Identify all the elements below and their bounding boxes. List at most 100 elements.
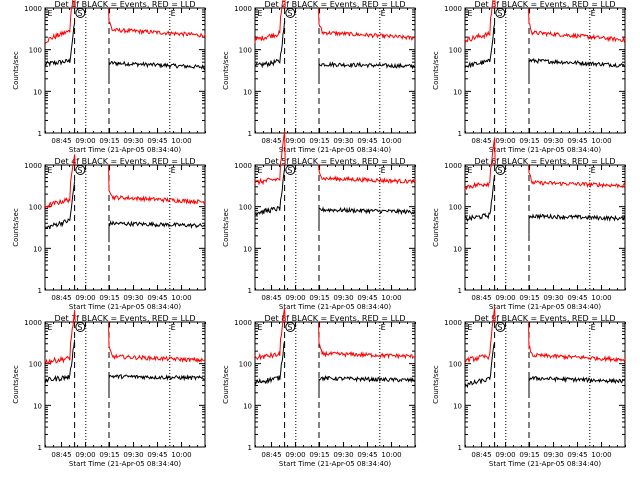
event-marker-S: S	[287, 323, 292, 332]
series-lld-line	[44, 310, 206, 366]
x-axis-label: Start Time (21-Apr-05 08:34:40)	[69, 146, 181, 154]
series-events-line	[44, 339, 206, 396]
x-tick-label: 09:45	[357, 137, 377, 145]
event-marker-E: E	[591, 9, 596, 18]
event-marker-E: E	[381, 166, 386, 175]
panel-title: Det 4f BLACK = Events, RED = LLD	[54, 157, 195, 166]
plot-frame	[44, 164, 206, 291]
x-tick-label: 08:45	[471, 294, 491, 302]
event-marker-E: E	[171, 166, 176, 175]
y-tick-label: 1	[458, 444, 462, 452]
y-tick-label: 1000	[234, 162, 252, 170]
y-tick-label: 1	[248, 287, 252, 295]
x-tick-label: 09:45	[567, 294, 587, 302]
series-events-line	[464, 342, 626, 398]
series-lld-line	[254, 131, 416, 186]
x-tick-label: 09:30	[543, 451, 563, 459]
event-marker-E: E	[171, 323, 176, 332]
x-tick-label: 09:30	[123, 451, 143, 459]
y-tick-label: 1	[458, 287, 462, 295]
series-events-line	[464, 174, 626, 235]
x-axis-label: Start Time (21-Apr-05 08:34:40)	[279, 146, 391, 154]
plot-frame	[44, 7, 206, 134]
x-tick-label: 08:45	[51, 137, 71, 145]
panel-title: Det 1f BLACK = Events, RED = LLD	[54, 0, 195, 9]
panel-7: Det 7f BLACK = Events, RED = LLD 1 10 100 10…	[12, 310, 207, 468]
event-marker-E: E	[591, 166, 596, 175]
event-marker-E: E	[381, 9, 386, 18]
series-lld-line	[44, 154, 206, 209]
series-lld-line	[464, 306, 626, 364]
event-marker-S: S	[497, 323, 502, 332]
y-tick-label: 10	[33, 88, 42, 96]
panel-8: Det 8f BLACK = Events, RED = LLD 1 10 100 10…	[222, 307, 417, 468]
x-tick-label: 10:00	[591, 137, 611, 145]
event-marker-E: E	[47, 166, 52, 175]
x-tick-label: 09:45	[357, 294, 377, 302]
y-axis-label: Counts/sec	[432, 208, 440, 247]
y-tick-label: 100	[29, 47, 42, 55]
x-tick-label: 09:00	[495, 451, 515, 459]
x-tick-label: 08:45	[471, 137, 491, 145]
x-tick-label: 10:00	[171, 294, 191, 302]
series-lld-line	[44, 0, 206, 44]
x-tick-label: 09:30	[333, 137, 353, 145]
series-events-line	[254, 168, 416, 229]
x-tick-label: 09:00	[495, 294, 515, 302]
y-tick-label: 1	[38, 444, 42, 452]
x-axis-label: Start Time (21-Apr-05 08:34:40)	[489, 460, 601, 468]
event-marker-E: E	[47, 9, 52, 18]
x-tick-label: 09:45	[147, 137, 167, 145]
panel-title: Det 7f BLACK = Events, RED = LLD	[54, 314, 195, 323]
saa-marker-circle	[495, 165, 506, 175]
panel-6: Det 6f BLACK = Events, RED = LLD 1 10 100 10…	[432, 137, 627, 311]
x-tick-label: 09:00	[285, 451, 305, 459]
panel-title: Det 2f BLACK = Events, RED = LLD	[264, 0, 405, 9]
x-tick-label: 09:00	[75, 294, 95, 302]
event-marker-E: E	[381, 323, 386, 332]
y-axis-label: Counts/sec	[222, 51, 230, 90]
event-marker-S: S	[287, 166, 292, 175]
y-tick-label: 1	[458, 130, 462, 138]
x-tick-label: 09:00	[75, 137, 95, 145]
event-marker-E: E	[467, 323, 472, 332]
x-tick-label: 09:45	[357, 451, 377, 459]
panel-4: Det 4f BLACK = Events, RED = LLD 1 10 100 10…	[12, 154, 207, 311]
x-tick-label: 09:15	[99, 137, 119, 145]
x-tick-label: 09:30	[543, 294, 563, 302]
panel-title: Det 9f BLACK = Events, RED = LLD	[474, 314, 615, 323]
event-marker-E: E	[467, 9, 472, 18]
y-axis-label: Counts/sec	[432, 365, 440, 404]
x-tick-label: 09:15	[309, 294, 329, 302]
y-tick-label: 10	[33, 402, 42, 410]
x-tick-label: 09:00	[285, 137, 305, 145]
x-tick-label: 08:45	[261, 294, 281, 302]
x-tick-label: 09:30	[543, 137, 563, 145]
y-tick-label: 10	[453, 245, 462, 253]
saa-marker-circle	[495, 322, 506, 332]
saa-marker-circle	[285, 8, 296, 18]
panel-9: Det 9f BLACK = Events, RED = LLD 1 10 100 10…	[432, 306, 627, 468]
x-tick-label: 09:45	[147, 451, 167, 459]
y-tick-label: 1000	[234, 319, 252, 327]
panel-2: Det 2f BLACK = Events, RED = LLD 1 10 100 10…	[222, 0, 417, 154]
y-tick-label: 10	[243, 88, 252, 96]
x-tick-label: 10:00	[171, 451, 191, 459]
x-tick-label: 10:00	[381, 294, 401, 302]
panel-3: Det 3f BLACK = Events, RED = LLD 1 10 100 10…	[432, 0, 627, 154]
event-marker-E: E	[257, 9, 262, 18]
y-tick-label: 10	[453, 88, 462, 96]
event-marker-S: S	[287, 9, 292, 18]
x-axis-label: Start Time (21-Apr-05 08:34:40)	[489, 303, 601, 311]
event-marker-S: S	[497, 166, 502, 175]
x-tick-label: 09:15	[519, 451, 539, 459]
y-tick-label: 100	[29, 204, 42, 212]
y-tick-label: 100	[239, 47, 252, 55]
x-tick-label: 09:00	[75, 451, 95, 459]
y-tick-label: 1000	[444, 5, 462, 13]
saa-marker-circle	[75, 8, 86, 18]
event-marker-E: E	[591, 323, 596, 332]
y-tick-label: 1	[38, 287, 42, 295]
x-axis-label: Start Time (21-Apr-05 08:34:40)	[279, 303, 391, 311]
